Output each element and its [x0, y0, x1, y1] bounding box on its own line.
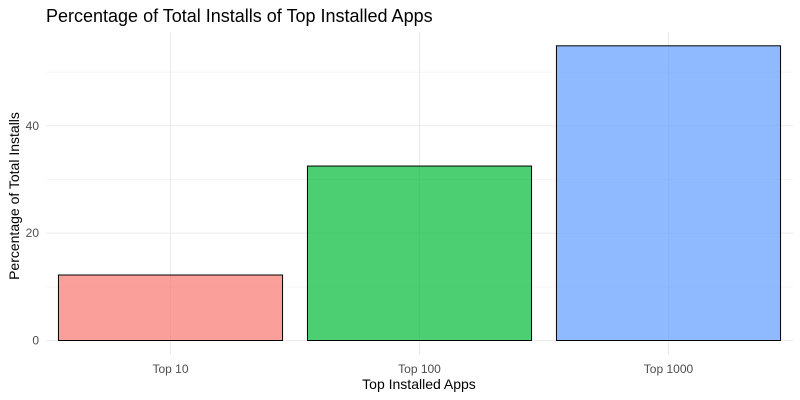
- y-tick-label: 20: [26, 226, 40, 240]
- y-tick-label: 0: [32, 334, 39, 348]
- x-axis-title: Top Installed Apps: [362, 376, 476, 392]
- y-tick-labels: 0 20 40: [26, 119, 40, 348]
- bar-top-10: [57, 274, 284, 342]
- chart-title: Percentage of Total Installs of Top Inst…: [46, 6, 433, 26]
- bars: [57, 45, 782, 342]
- bar-top-100: [306, 165, 533, 341]
- bar-top-1000: [555, 45, 782, 341]
- x-tick-label: Top 1000: [644, 362, 694, 376]
- y-tick-label: 40: [26, 119, 40, 133]
- x-tick-label: Top 100: [398, 362, 441, 376]
- x-tick-label: Top 10: [152, 362, 188, 376]
- x-tick-labels: Top 10 Top 100 Top 1000: [152, 362, 693, 376]
- y-axis-title: Percentage of Total Installs: [6, 112, 22, 280]
